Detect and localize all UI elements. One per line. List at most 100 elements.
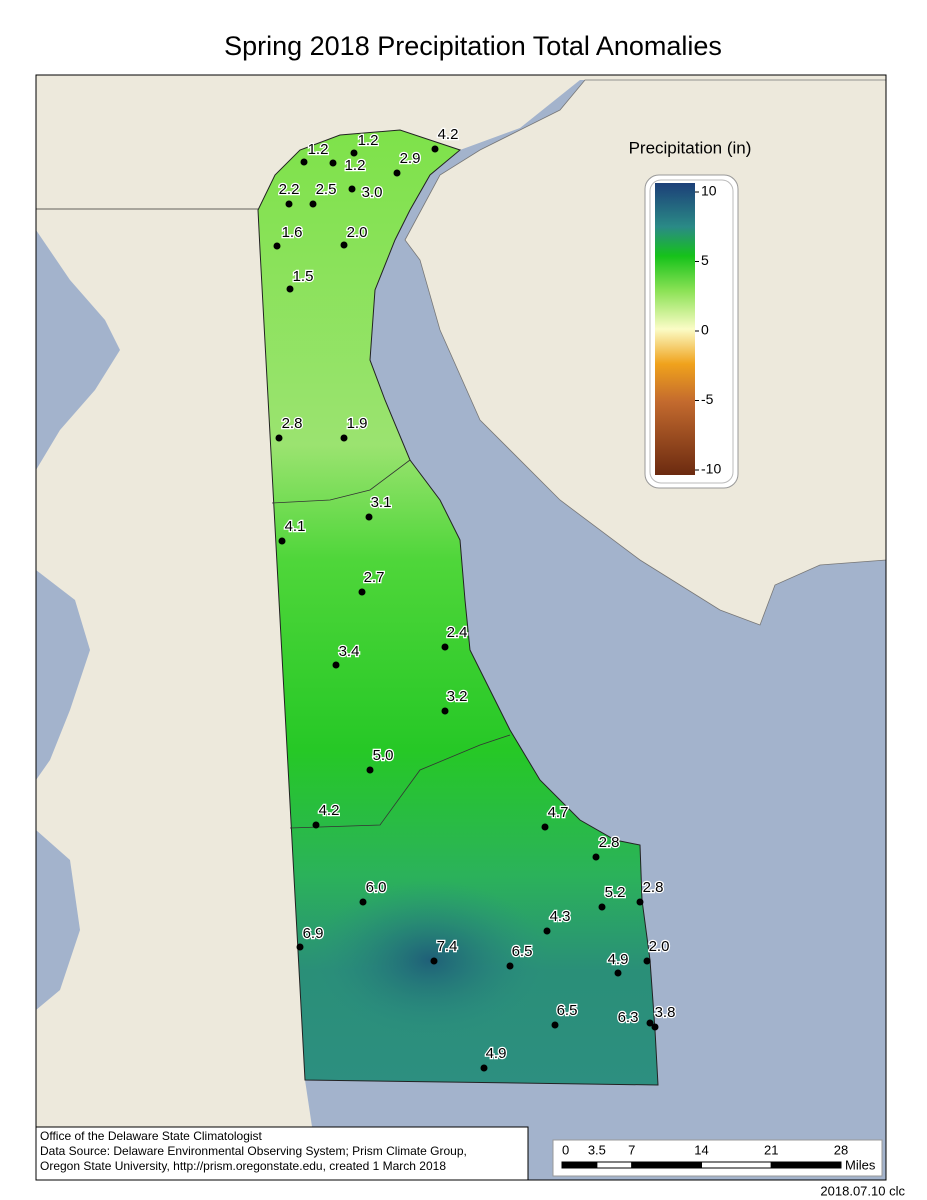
station-value: 3.2 bbox=[447, 688, 468, 705]
station-value: 4.9 bbox=[608, 951, 629, 968]
scale-box bbox=[552, 1139, 883, 1177]
station-dot bbox=[296, 943, 304, 951]
scale-tick-label: 7 bbox=[628, 1142, 635, 1157]
station-value: 3.1 bbox=[371, 494, 392, 511]
scale-segment bbox=[561, 1161, 598, 1169]
legend-box-inner bbox=[649, 179, 734, 484]
land-maryland bbox=[36, 75, 450, 1180]
legend-tick-label: -10 bbox=[701, 461, 721, 477]
legend: Precipitation (in) 10 5 0 -5 -10 bbox=[629, 138, 752, 489]
station-value: 1.6 bbox=[282, 224, 303, 241]
station-dot bbox=[614, 969, 622, 977]
station-dot bbox=[441, 643, 449, 651]
scale-segment bbox=[770, 1161, 842, 1169]
station-value: 2.2 bbox=[279, 181, 300, 198]
station-value: 4.1 bbox=[285, 518, 306, 535]
station-dot bbox=[365, 513, 373, 521]
station-value: 6.0 bbox=[366, 879, 387, 896]
county-line bbox=[271, 459, 411, 504]
scale-tick-label: 14 bbox=[694, 1142, 708, 1157]
legend-tick-label: 0 bbox=[701, 322, 709, 338]
credits-box bbox=[35, 1126, 529, 1181]
station-dot bbox=[441, 707, 449, 715]
station-value: 4.2 bbox=[438, 126, 459, 143]
date-stamp: 2018.07.10 clc bbox=[820, 1183, 905, 1198]
station-dot bbox=[506, 962, 514, 970]
station-dot bbox=[358, 588, 366, 596]
station-value: 2.8 bbox=[643, 879, 664, 896]
station-dot bbox=[278, 537, 286, 545]
station-value: 2.5 bbox=[316, 181, 337, 198]
station-dot bbox=[350, 149, 358, 157]
station-dot bbox=[543, 927, 551, 935]
station-dot bbox=[541, 823, 549, 831]
station-dot bbox=[340, 241, 348, 249]
station-dot bbox=[480, 1064, 488, 1072]
chesapeake bbox=[36, 570, 90, 780]
delaware bbox=[257, 129, 659, 1086]
station-value: 7.4 bbox=[437, 938, 458, 955]
station-value: 2.0 bbox=[649, 938, 670, 955]
station-dot bbox=[309, 200, 317, 208]
station-dot bbox=[431, 145, 439, 153]
scale-tick-label: 0 bbox=[562, 1142, 569, 1157]
station-value: 1.5 bbox=[293, 268, 314, 285]
station-value: 1.2 bbox=[358, 132, 379, 149]
station-value: 3.0 bbox=[362, 184, 383, 201]
station-dot bbox=[592, 853, 600, 861]
station-dot bbox=[300, 158, 308, 166]
legend-tick-label: -5 bbox=[701, 391, 714, 407]
station-value: 1.2 bbox=[308, 141, 329, 158]
station-dot bbox=[359, 898, 367, 906]
station-dot bbox=[551, 1021, 559, 1029]
chesapeake bbox=[36, 830, 80, 1010]
station-value: 2.4 bbox=[447, 624, 468, 641]
station-value: 4.7 bbox=[548, 804, 569, 821]
scale-tick-label: 21 bbox=[764, 1142, 778, 1157]
station-value: 6.9 bbox=[303, 925, 324, 942]
color-bar bbox=[655, 183, 695, 475]
station-value: 4.2 bbox=[319, 802, 340, 819]
scale-tick-label: 3.5 bbox=[588, 1142, 606, 1157]
station-value: 3.8 bbox=[655, 1004, 676, 1021]
station-dot bbox=[598, 903, 606, 911]
anomaly-high bbox=[310, 880, 550, 1040]
scale-bar: Miles 0 3.5 7 14 21 28 bbox=[552, 1139, 883, 1177]
station-dot bbox=[332, 661, 340, 669]
station-dot bbox=[329, 159, 337, 167]
station-value: 2.0 bbox=[347, 224, 368, 241]
legend-title: Precipitation (in) bbox=[629, 138, 752, 157]
station-value: 4.3 bbox=[550, 908, 571, 925]
credit-line: Data Source: Delaware Environmental Obse… bbox=[40, 1144, 467, 1158]
station-dot bbox=[393, 169, 401, 177]
scale-segment bbox=[631, 1161, 702, 1169]
station-value: 1.2 bbox=[345, 157, 366, 174]
title: Spring 2018 Precipitation Total Anomalie… bbox=[224, 31, 722, 61]
legend-tick-label: 5 bbox=[701, 252, 709, 268]
station-value: 2.8 bbox=[282, 415, 303, 432]
station-dot bbox=[286, 285, 294, 293]
station-value: 5.0 bbox=[373, 747, 394, 764]
legend-tick-label: 10 bbox=[701, 183, 717, 199]
stations: 1.2 1.2 1.2 4.2 2.9 2.2 2.5 3.0 1.6 2.0 1.5 2.8 1.9 3… bbox=[273, 125, 677, 1072]
station-value: 2.8 bbox=[599, 834, 620, 851]
station-value: 4.9 bbox=[486, 1045, 507, 1062]
station-dot bbox=[348, 185, 356, 193]
station-value: 6.5 bbox=[512, 943, 533, 960]
scale-tick-label: 28 bbox=[834, 1142, 848, 1157]
station-value: 1.9 bbox=[347, 415, 368, 432]
station-dot bbox=[643, 957, 651, 965]
station-value: 6.5 bbox=[557, 1002, 578, 1019]
scale-segment bbox=[701, 1161, 772, 1169]
station-dot bbox=[646, 1019, 654, 1027]
chesapeake bbox=[36, 230, 120, 470]
credit-line: Oregon State University, http://prism.or… bbox=[40, 1159, 446, 1173]
station-dot bbox=[340, 434, 348, 442]
station-dot bbox=[636, 898, 644, 906]
station-value: 2.7 bbox=[364, 569, 385, 586]
station-dot bbox=[366, 766, 374, 774]
credit-line: Office of the Delaware State Climatologi… bbox=[40, 1129, 263, 1143]
scale-unit: Miles bbox=[845, 1157, 876, 1172]
station-value: 5.2 bbox=[605, 884, 626, 901]
